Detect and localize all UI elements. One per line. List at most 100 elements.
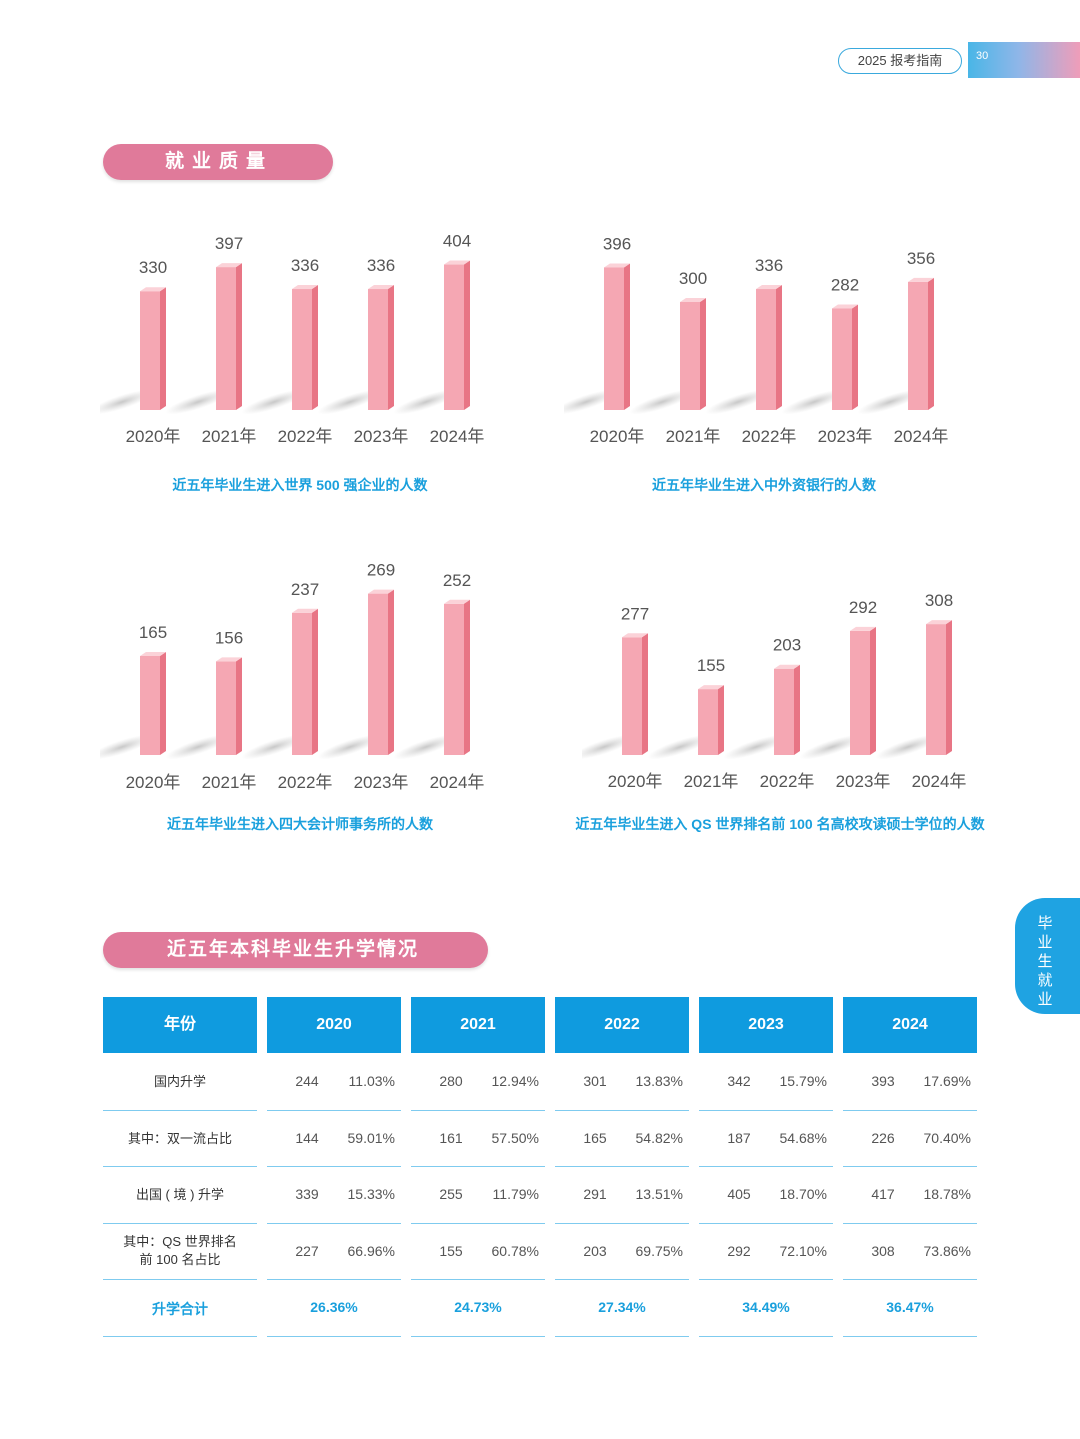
- table-header-year-label: 年份: [103, 997, 257, 1053]
- bar: [850, 630, 870, 755]
- bar-value-label: 396: [603, 234, 631, 253]
- bar-shadow: [317, 389, 383, 415]
- table-row-divider: [267, 1336, 401, 1337]
- bar-value-label: 282: [831, 275, 859, 294]
- bar-value-label: 397: [215, 234, 243, 253]
- bar-top: [756, 285, 782, 290]
- bar-side: [236, 263, 242, 410]
- bar-side: [642, 633, 648, 755]
- table-header-2020: 2020: [267, 997, 401, 1053]
- table-row-divider: [699, 1166, 833, 1167]
- table-cell-percent: 13.51%: [635, 1186, 683, 1202]
- table-row-divider: [267, 1166, 401, 1167]
- bar-side: [870, 626, 876, 755]
- table-cell-total: 27.34%: [598, 1299, 646, 1315]
- bar: [604, 267, 624, 410]
- table-cell-percent: 18.78%: [923, 1186, 971, 1202]
- table-cell-percent: 70.40%: [923, 1130, 971, 1146]
- bar-side: [928, 277, 934, 410]
- chart-fortune500: 330 2020年 397 2021年 336 2022年 336 2023年 404 2024年: [100, 220, 490, 460]
- section-title-further-study: 近五年本科毕业生升学情况: [103, 932, 488, 968]
- bar-shadow: [241, 734, 307, 760]
- bar: [292, 612, 312, 755]
- bar-shadow: [564, 389, 619, 415]
- table-row-divider: [843, 1110, 977, 1111]
- table-row-divider: [555, 1279, 689, 1280]
- chart-banks-svg: 396 2020年 300 2021年 336 2022年 282 2023年 356 2024年: [564, 234, 948, 446]
- bar-side: [388, 285, 394, 410]
- bar-side: [236, 657, 242, 755]
- table-cell-count: 280: [439, 1073, 463, 1089]
- table-header-2022: 2022: [555, 997, 689, 1053]
- bar-top: [368, 285, 394, 290]
- table-row-divider: [103, 1223, 257, 1224]
- table-cell-count: 342: [727, 1073, 751, 1089]
- bar-shadow: [647, 734, 713, 760]
- table-row-divider: [411, 1110, 545, 1111]
- row-label-total: 升学合计: [152, 1301, 208, 1317]
- chart-qs-top100: 277 2020年 155 2021年 203 2022年 292 2023年 308 2024年: [582, 555, 972, 800]
- bar-shadow: [100, 734, 155, 760]
- table-cell-total: 34.49%: [742, 1299, 790, 1315]
- table-cell-count: 165: [583, 1130, 607, 1146]
- table-cell-count: 308: [871, 1243, 895, 1259]
- bar-value-label: 203: [773, 636, 801, 655]
- bar-shadow: [799, 734, 865, 760]
- table-cell-count: 339: [295, 1186, 319, 1202]
- table-cell-percent: 54.68%: [779, 1130, 827, 1146]
- bar-shadow: [393, 734, 459, 760]
- table-row-divider: [103, 1279, 257, 1280]
- bar-side: [776, 285, 782, 410]
- bar: [774, 668, 794, 755]
- table-row-divider: [555, 1223, 689, 1224]
- bar-top: [908, 277, 934, 282]
- bar-side: [388, 589, 394, 755]
- bar: [908, 281, 928, 410]
- table-row-divider: [555, 1166, 689, 1167]
- bar-side: [624, 263, 630, 410]
- bar-top: [140, 652, 166, 656]
- bar-value-label: 404: [443, 232, 471, 251]
- category-label: 2020年: [590, 427, 645, 446]
- header-accent-bar: [968, 42, 1080, 78]
- bar: [292, 289, 312, 410]
- category-label: 2024年: [912, 772, 967, 791]
- bar-shadow: [241, 389, 307, 415]
- bar-side: [312, 608, 318, 755]
- category-label: 2021年: [202, 773, 257, 792]
- bar-value-label: 308: [925, 591, 953, 610]
- bar-value-label: 336: [367, 256, 395, 275]
- table-cell-count: 292: [727, 1243, 751, 1259]
- table-row-divider: [103, 1110, 257, 1111]
- table-cell-percent: 18.70%: [779, 1186, 827, 1202]
- bar: [832, 308, 852, 410]
- table-cell-count: 187: [727, 1130, 751, 1146]
- category-label: 2023年: [818, 427, 873, 446]
- bar-side: [160, 652, 166, 755]
- table-cell-percent: 11.79%: [492, 1186, 539, 1202]
- table-cell-percent: 13.83%: [635, 1073, 683, 1089]
- bar-value-label: 155: [697, 656, 725, 675]
- bar-top: [622, 633, 648, 638]
- table-header-2023: 2023: [699, 997, 833, 1053]
- table-row-divider: [267, 1110, 401, 1111]
- table-cell-percent: 12.94%: [491, 1073, 539, 1089]
- bar-shadow: [393, 389, 459, 415]
- chart-banks: 396 2020年 300 2021年 336 2022年 282 2023年 356 2024年: [564, 220, 954, 460]
- table-cell-total: 36.47%: [886, 1299, 934, 1315]
- category-label: 2022年: [278, 427, 333, 446]
- section-title-employment-quality: 就业质量: [103, 144, 333, 180]
- bar-top: [680, 298, 706, 302]
- category-label: 2021年: [666, 427, 721, 446]
- chart-fortune500-svg: 330 2020年 397 2021年 336 2022年 336 2023年 404 2024年: [100, 232, 484, 446]
- bar-top: [832, 304, 858, 309]
- table-cell-count: 417: [871, 1186, 895, 1202]
- side-tab-graduate-employment[interactable]: 毕业生就业: [1015, 898, 1080, 1014]
- table-row-divider: [411, 1166, 545, 1167]
- table-row-divider: [699, 1223, 833, 1224]
- bar-value-label: 336: [291, 256, 319, 275]
- category-label: 2022年: [760, 772, 815, 791]
- row-label-qs-line1: 其中：QS 世界排名: [123, 1234, 237, 1249]
- table-cell-percent: 73.86%: [923, 1243, 971, 1259]
- bar: [926, 624, 946, 755]
